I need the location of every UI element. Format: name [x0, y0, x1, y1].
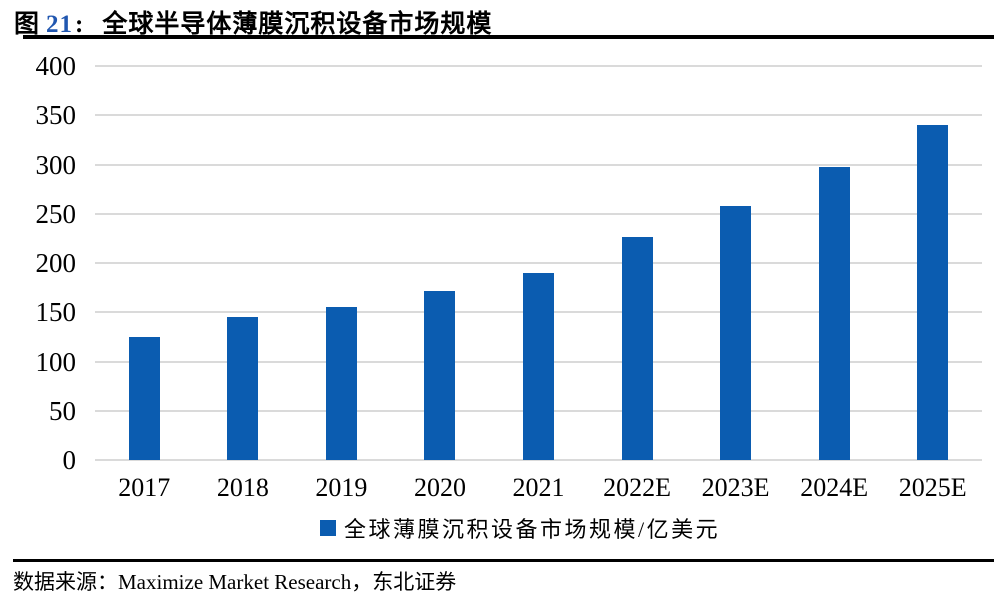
bar-2020	[424, 290, 456, 460]
figure-number: 21	[46, 11, 74, 38]
bar-chart: 0 50 100 150 200 250 300 350 400 2017 2018 2019 2020…	[0, 44, 999, 544]
x-axis-tick-label: 2025E	[898, 473, 967, 502]
chart-legend: 全球薄膜沉积设备市场规模/亿美元	[320, 512, 720, 544]
x-axis-tick-label: 2017	[118, 473, 171, 502]
bar-2024E	[818, 167, 850, 460]
bar-2019	[325, 307, 357, 460]
bar-2018	[227, 317, 259, 460]
gridline	[95, 163, 982, 166]
bar-2022E	[621, 237, 653, 460]
x-axis-tick-label: 2021	[512, 473, 565, 502]
y-axis-tick-label: 50	[49, 395, 76, 426]
x-axis-tick-label: 2024E	[800, 473, 869, 502]
gridline	[95, 65, 982, 67]
figure-separator: :	[75, 11, 85, 38]
data-source-text: 数据来源：Maximize Market Research，东北证券	[13, 570, 457, 594]
y-axis-tick-label: 100	[35, 346, 77, 377]
bar-2023E	[720, 205, 752, 460]
bar-2025E	[917, 125, 949, 460]
x-axis-tick-label: 2023E	[701, 473, 770, 502]
x-axis-tick-label: 2018	[216, 473, 269, 502]
bar-2017	[128, 336, 160, 460]
figure-caption: 图 21: 全球半导体薄膜沉积设备市场规模	[14, 4, 492, 40]
x-axis-line	[95, 459, 982, 461]
y-axis-tick-label: 250	[35, 198, 77, 229]
gridline	[95, 212, 982, 215]
legend-label: 全球薄膜沉积设备市场规模/亿美元	[344, 517, 721, 542]
gridline	[95, 114, 982, 117]
y-axis-tick-label: 0	[62, 445, 77, 475]
caption-underline	[23, 35, 994, 39]
x-axis-tick-label: 2022E	[603, 473, 671, 502]
legend-square-icon	[320, 520, 336, 536]
figure-label: 图	[14, 11, 41, 38]
y-axis-tick-label: 300	[35, 149, 77, 180]
gridline	[95, 262, 982, 264]
figure-title: 全球半导体薄膜沉积设备市场规模	[102, 11, 493, 38]
bar-2021	[523, 272, 554, 460]
y-axis-tick-label: 150	[35, 297, 77, 328]
y-axis-tick-label: 200	[35, 248, 77, 278]
x-axis-tick-label: 2019	[315, 473, 368, 502]
footer-divider	[13, 559, 994, 562]
y-axis-tick-label: 350	[35, 100, 77, 131]
x-axis-tick-label: 2020	[413, 473, 466, 502]
y-axis-tick-label: 400	[35, 51, 77, 81]
